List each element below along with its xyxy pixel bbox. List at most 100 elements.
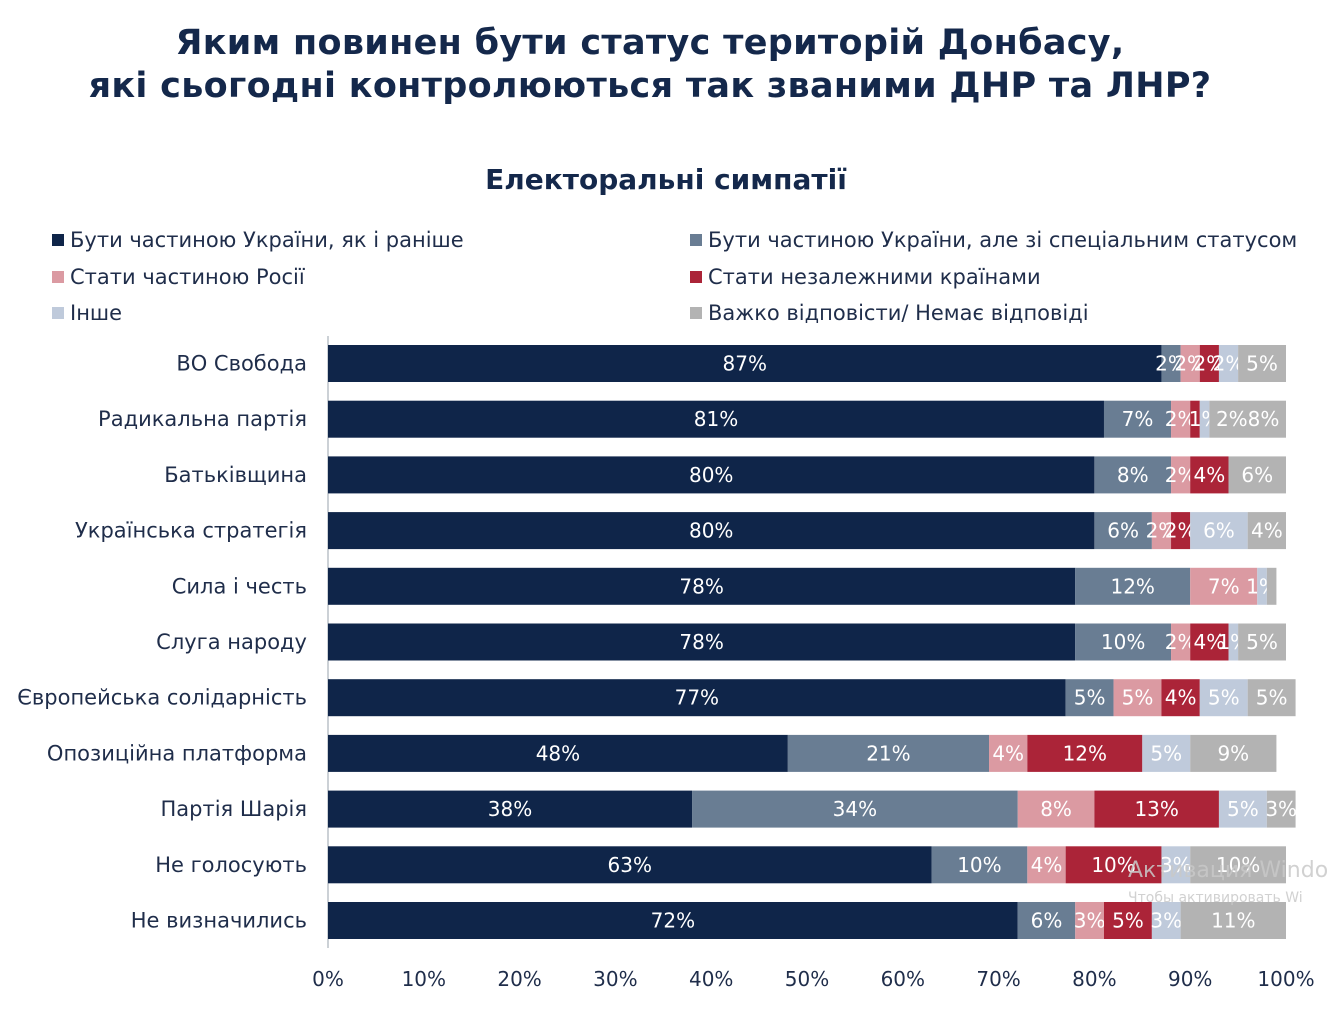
data-label: 5% [1227,797,1259,821]
bar-segment [328,846,932,884]
bar-segment [1218,345,1239,382]
chart-title: Яким повинен бути статус територій Донба… [88,23,1212,106]
x-tick-label: 20% [497,967,541,991]
bar-segment [328,623,1076,661]
category-label: Не визначились [131,909,307,933]
bar-segment [1199,679,1248,717]
data-label: 3% [1074,909,1106,933]
bar-segment [1190,400,1200,438]
bar-segment [328,679,1066,717]
category-label: Не голосують [155,853,307,877]
data-label: 6% [1241,463,1273,487]
bar-segment [1190,567,1258,605]
bar-segment [328,456,1095,494]
legend-label: Стати незалежними країнами [708,265,1041,289]
legend-item: Бути частиною України, як і раніше [52,228,464,252]
x-tick-label: 80% [1072,967,1116,991]
category-label: Радикальна партія [98,407,307,431]
data-label: 3% [1150,909,1182,933]
category-label: ВО Свобода [176,352,307,376]
data-label: 4% [1165,686,1197,710]
x-tick-label: 70% [976,967,1020,991]
bar-segment [1247,512,1286,550]
bar-segment [1017,902,1076,939]
bar-segment [1171,512,1191,550]
data-label: 10% [1101,630,1145,654]
legend-item: Важко відповісти/ Немає відповіді [690,301,1089,325]
bar-segment [692,790,1018,828]
data-label: 7% [1208,574,1240,598]
bar-segment [1190,734,1277,772]
data-label: 13% [1134,797,1178,821]
data-label: 80% [689,463,733,487]
bar-segment [1180,345,1200,382]
bar-segment [1171,400,1191,438]
legend-label: Інше [70,301,123,325]
bar-segment [1161,345,1181,382]
category-label: Опозиційна платформа [47,741,307,765]
legend-label: Стати частиною Росії [70,265,305,289]
bar-segment [1161,846,1191,884]
x-tick-label: 40% [689,967,733,991]
data-label: 2%8% [1216,407,1279,431]
data-label: 81% [694,407,738,431]
bar-segment [1113,679,1162,717]
data-label: 8% [1117,463,1149,487]
legend-swatch [52,307,64,319]
data-label: 5% [1208,686,1240,710]
legend-label: Бути частиною України, як і раніше [70,228,464,252]
data-label: 4% [1193,463,1225,487]
x-tick-label: 90% [1168,967,1212,991]
data-label: 6% [1031,909,1063,933]
bar-segment [1190,512,1248,550]
legend-item: Стати частиною Росії [52,265,305,289]
data-label: 5% [1074,686,1106,710]
bar-segment [1190,623,1229,661]
bar-segment [1266,567,1277,605]
data-label: 4% [1251,519,1283,543]
data-label: 6% [1203,519,1235,543]
data-label: 11% [1211,909,1255,933]
bar-segment [1228,456,1286,494]
legend-label: Бути частиною України, але зі спеціальни… [708,228,1298,252]
data-label: 10% [1216,853,1260,877]
bar-segment [1075,902,1104,939]
data-label: 78% [679,574,723,598]
bar-segment [1094,456,1172,494]
bar-segment [989,734,1028,772]
x-tick-label: 60% [881,967,925,991]
bar-segment [1180,902,1286,939]
legend-label: Важко відповісти/ Немає відповіді [708,301,1089,325]
x-tick-label: 50% [785,967,829,991]
data-label: 9% [1217,741,1249,765]
bar-segment [1199,400,1210,438]
legend-item: Стати незалежними країнами [690,265,1041,289]
bar-segment [1103,902,1152,939]
data-label: 8% [1040,797,1072,821]
data-label: 5% [1246,630,1278,654]
data-label: 3% [1265,797,1297,821]
bar-segment [1027,734,1143,772]
bar-segment [1247,679,1296,717]
bar-segment [328,400,1104,438]
bar-segment [1065,679,1114,717]
legend-item: Бути частиною України, але зі спеціальни… [690,228,1297,252]
data-label: 5% [1150,741,1182,765]
data-label: 78% [679,630,723,654]
bar-segment [328,512,1095,550]
data-label: 80% [689,519,733,543]
data-label: 4% [1193,630,1225,654]
bar-segment [1075,567,1191,605]
bar-segment [1017,790,1095,828]
data-label: 6% [1107,519,1139,543]
data-label: 12% [1110,574,1154,598]
bar-segment [1228,623,1239,661]
data-label: 87% [723,352,767,376]
bar-segment [1209,400,1286,438]
category-label: Партія Шарія [161,797,308,821]
bar-segment [1218,790,1267,828]
bar-segment [328,734,788,772]
bar-segment [1161,679,1200,717]
bar-segment [1027,846,1066,884]
legend-item: Інше [52,301,122,325]
